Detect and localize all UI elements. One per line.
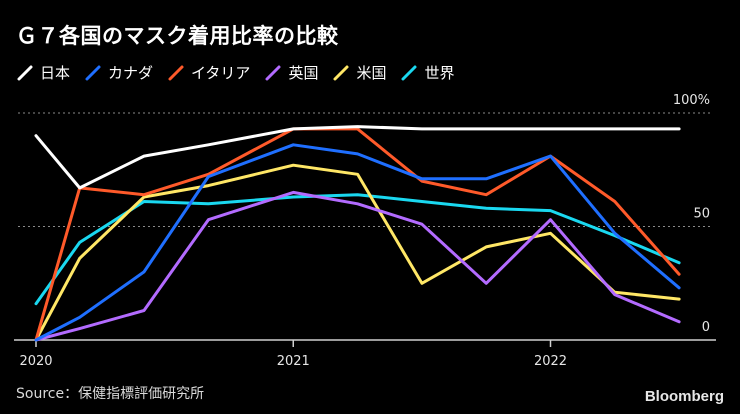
- legend-label: 日本: [40, 64, 71, 82]
- source-note: Source：保健指標評価研究所: [16, 386, 205, 402]
- x-tick-label-2020: 2020: [19, 354, 52, 369]
- x-tick-label-2022: 2022: [534, 354, 567, 369]
- legend-item-3: 英国: [264, 62, 318, 83]
- legend-label: 米国: [356, 64, 387, 82]
- series-line-4: [34, 163, 681, 342]
- chart-title: Ｇ７各国のマスク着用比率の比較: [16, 24, 339, 48]
- legend-label: 英国: [288, 64, 319, 82]
- y-tick-label-100: 100%: [673, 93, 710, 108]
- legend-item-5: 世界: [400, 62, 454, 83]
- series-line-1: [34, 143, 681, 342]
- legend-item-1: カナダ: [84, 62, 153, 83]
- legend-label: カナダ: [108, 64, 154, 82]
- legend: 日本 カナダ イタリア 英国 米国 世界: [16, 62, 454, 83]
- legend-item-0: 日本: [16, 62, 70, 83]
- y-tick-label-0: 0: [702, 320, 710, 335]
- series-line-2: [34, 127, 681, 342]
- legend-label: イタリア: [191, 64, 251, 82]
- bloomberg-logo: Bloomberg: [644, 388, 724, 405]
- legend-item-4: 米国: [332, 62, 386, 83]
- legend-swatch-icon: [332, 64, 350, 82]
- legend-item-2: イタリア: [167, 62, 250, 83]
- x-tick-label-2021: 2021: [277, 354, 310, 369]
- series-line-3: [34, 190, 681, 342]
- legend-swatch-icon: [167, 64, 185, 82]
- legend-swatch-icon: [264, 64, 282, 82]
- legend-swatch-icon: [84, 64, 102, 82]
- legend-swatch-icon: [16, 64, 34, 82]
- series-line-0: [34, 125, 681, 190]
- legend-swatch-icon: [400, 64, 418, 82]
- legend-label: 世界: [424, 64, 455, 82]
- y-tick-label-50: 50: [693, 207, 710, 222]
- series-line-5: [34, 193, 681, 306]
